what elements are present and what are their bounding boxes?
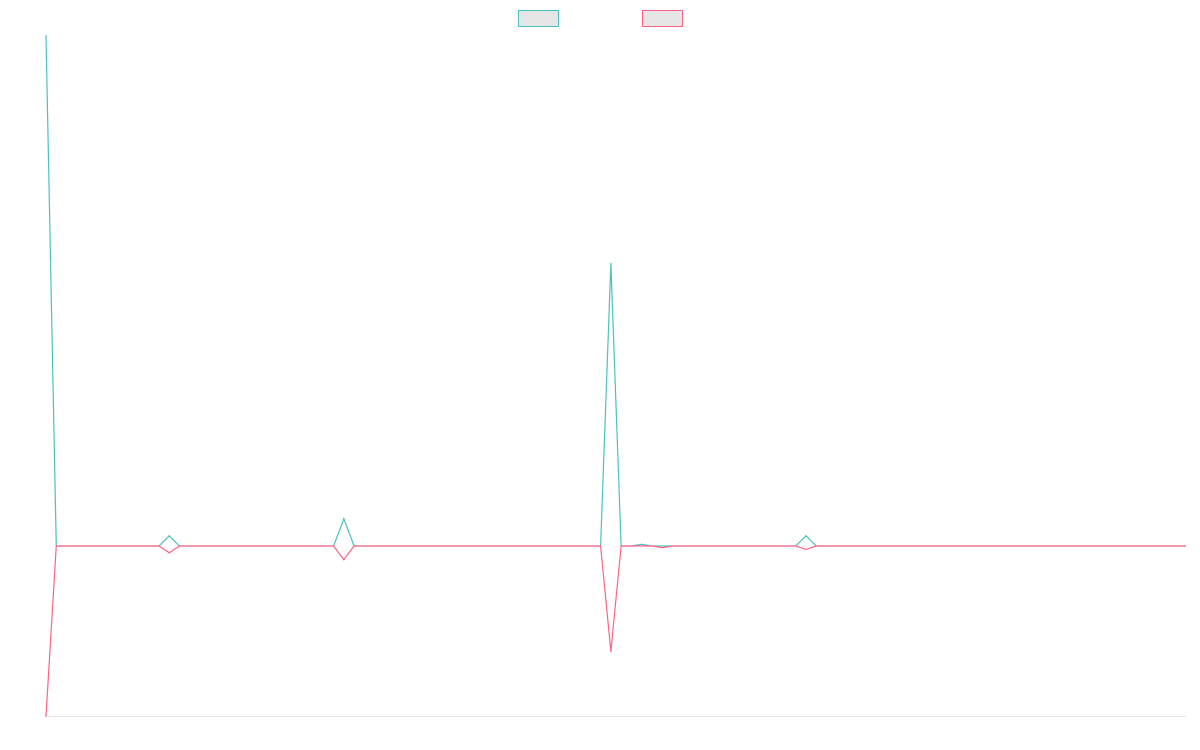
series-2-point [805,548,807,551]
series-2-point [343,558,345,561]
series-2-point [45,715,47,717]
series-1-point [805,535,807,537]
legend-swatch-1 [518,10,559,27]
series-2-point [610,650,612,653]
legend-item-1 [518,10,559,27]
series-1-point [168,535,171,537]
plot-area [45,35,1186,717]
series-1-point [640,543,643,546]
series-line-2 [45,545,1186,717]
series-1-point [610,263,612,265]
series-line-1 [45,35,1186,547]
series-2-point [661,546,664,549]
legend-swatch-2 [642,10,683,27]
chart-legend [518,10,683,27]
series-1-point [343,518,345,520]
series-2-point [168,552,171,554]
legend-item-2 [642,10,683,27]
series-1-point [45,35,47,37]
